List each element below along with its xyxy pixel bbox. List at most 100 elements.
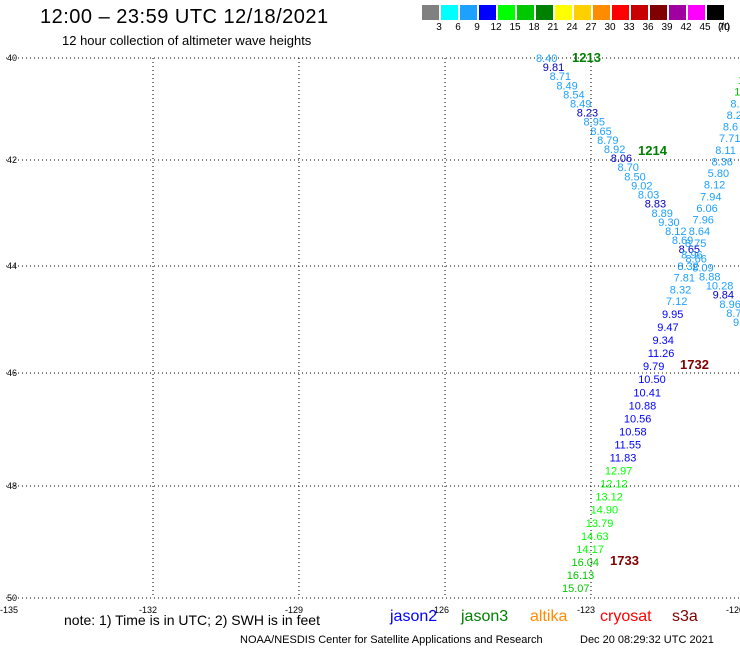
legend-swatch (536, 5, 553, 20)
wave-height-value: 14.17 (576, 544, 604, 556)
wave-height-value: 13.79 (586, 518, 614, 530)
wave-height-value: 8.32 (670, 284, 691, 296)
legend-unit: (ft) (718, 22, 731, 33)
wave-height-value: 8.23 (577, 108, 598, 120)
lon-tick-label: -123 (577, 605, 595, 615)
legend-label: 70 (718, 22, 730, 33)
wave-height-value: 8.06 (611, 153, 632, 165)
note-text: note: 1) Time is in UTC; 2) SWH is in fe… (64, 612, 320, 628)
wave-height-value: 9.34 (652, 335, 673, 347)
legend-swatch (631, 5, 648, 20)
wave-height-value: 7.71 (719, 133, 740, 145)
wave-height-value: 7.96 (693, 215, 714, 227)
satellite-altika: altika (530, 608, 568, 625)
wave-height-value: 8.69 (672, 235, 693, 247)
wave-height-value: 8.03 (638, 190, 659, 202)
legend-swatch (460, 5, 477, 20)
wave-height-value: 11.26 (648, 348, 675, 360)
lat-tick-label: 40 (7, 53, 17, 63)
wave-height-value: 8.71 (550, 71, 571, 83)
legend-label: 15 (509, 22, 521, 33)
wave-height-value: 8.12 (665, 226, 686, 238)
pass-label: 1732 (680, 357, 709, 372)
wave-height-value: 8.36 (711, 156, 732, 168)
wave-height-value: 8.92 (604, 144, 625, 156)
lat-tick-label: 42 (7, 155, 17, 165)
satellite-jason3: jason3 (461, 608, 509, 625)
lat-tick-label: 48 (7, 481, 17, 491)
wave-height-value: 8.96 (681, 249, 702, 261)
wave-height-value: 8.89 (651, 208, 672, 220)
legend-label: 24 (566, 22, 578, 33)
wave-height-value: 9.30 (658, 217, 679, 229)
wave-height-value: 11.55 (614, 439, 641, 451)
wave-height-value: 18 (734, 87, 740, 99)
pass-label: 1733 (610, 553, 639, 568)
wave-height-value: 9.02 (631, 180, 652, 192)
legend-swatch (422, 5, 439, 20)
wave-height-value: 8.11 (715, 145, 736, 157)
wave-height-value: 8.96 (719, 299, 740, 311)
wave-height-value: 12.12 (600, 479, 628, 491)
legend-swatch (441, 5, 458, 20)
wave-height-value: 13.12 (595, 492, 623, 504)
legend-label: 18 (528, 22, 540, 33)
lat-tick-label: 50 (7, 593, 17, 603)
footer-credit: NOAA/NESDIS Center for Satellite Applica… (240, 634, 543, 646)
wave-height-value: 8.12 (704, 180, 725, 192)
legend-swatch (479, 5, 496, 20)
wave-height-value: 9.81 (543, 62, 564, 74)
wave-height-value: 16.13 (567, 570, 595, 582)
wave-height-value: 8.95 (584, 117, 605, 129)
legend-swatch (688, 5, 705, 20)
wave-height-value: 8.65 (679, 244, 700, 256)
wave-height-value: 9.79 (643, 361, 664, 373)
legend-label: 33 (623, 22, 635, 33)
lon-tick-label: -135 (0, 605, 18, 615)
pass-label: 1214 (638, 143, 668, 158)
wave-height-value: 14.90 (591, 505, 619, 517)
wave-height-value: 16.04 (572, 557, 600, 569)
wave-height-value: 8.09 (692, 262, 713, 274)
wave-height-value: 8.79 (597, 135, 618, 147)
satellite-s3a: s3a (672, 608, 698, 625)
wave-height-value: 8.83 (645, 199, 666, 211)
wave-height-value: 8.88 (699, 271, 720, 283)
legend-swatch (669, 5, 686, 20)
wave-height-value: 10.58 (619, 426, 647, 438)
wave-height-value: 8.50 (624, 171, 645, 183)
wave-height-value: 5.80 (708, 168, 729, 180)
wave-height-value: 15.07 (562, 583, 590, 595)
wave-height-value: 8.6 (723, 122, 738, 134)
legend-swatch (498, 5, 515, 20)
legend-swatch (612, 5, 629, 20)
legend-swatch (555, 5, 572, 20)
lon-tick-label: -126 (431, 605, 449, 615)
legend-label: 30 (604, 22, 616, 33)
wave-height-value: 8.66 (685, 253, 706, 265)
legend-swatch (707, 5, 724, 20)
wave-height-value: 8.75 (685, 238, 706, 250)
page-subtitle: 12 hour collection of altimeter wave hei… (62, 33, 312, 48)
wave-height-value: 10.88 (629, 400, 657, 412)
legend-label: 45 (699, 22, 711, 33)
satellite-jason2: jason2 (390, 608, 438, 625)
wave-height-value: 7.12 (666, 296, 687, 308)
lon-tick-label: -120 (726, 605, 740, 615)
wave-height-value: 14.63 (581, 531, 609, 543)
wave-height-value: 10.56 (624, 413, 652, 425)
legend-label: 6 (455, 22, 461, 33)
wave-height-value: 8. (730, 98, 739, 110)
legend-label: 36 (642, 22, 654, 33)
lat-tick-label: 46 (7, 368, 17, 378)
legend-label: 39 (661, 22, 673, 33)
wave-height-value: 7.81 (674, 273, 695, 285)
wave-height-value: 8.70 (618, 162, 639, 174)
wave-height-value: 8.54 (563, 89, 584, 101)
legend-label: 12 (490, 22, 502, 33)
legend-swatch (593, 5, 610, 20)
lon-tick-label: -132 (139, 605, 157, 615)
wave-height-value: 8.64 (689, 226, 710, 238)
lat-tick-label: 44 (7, 261, 17, 271)
